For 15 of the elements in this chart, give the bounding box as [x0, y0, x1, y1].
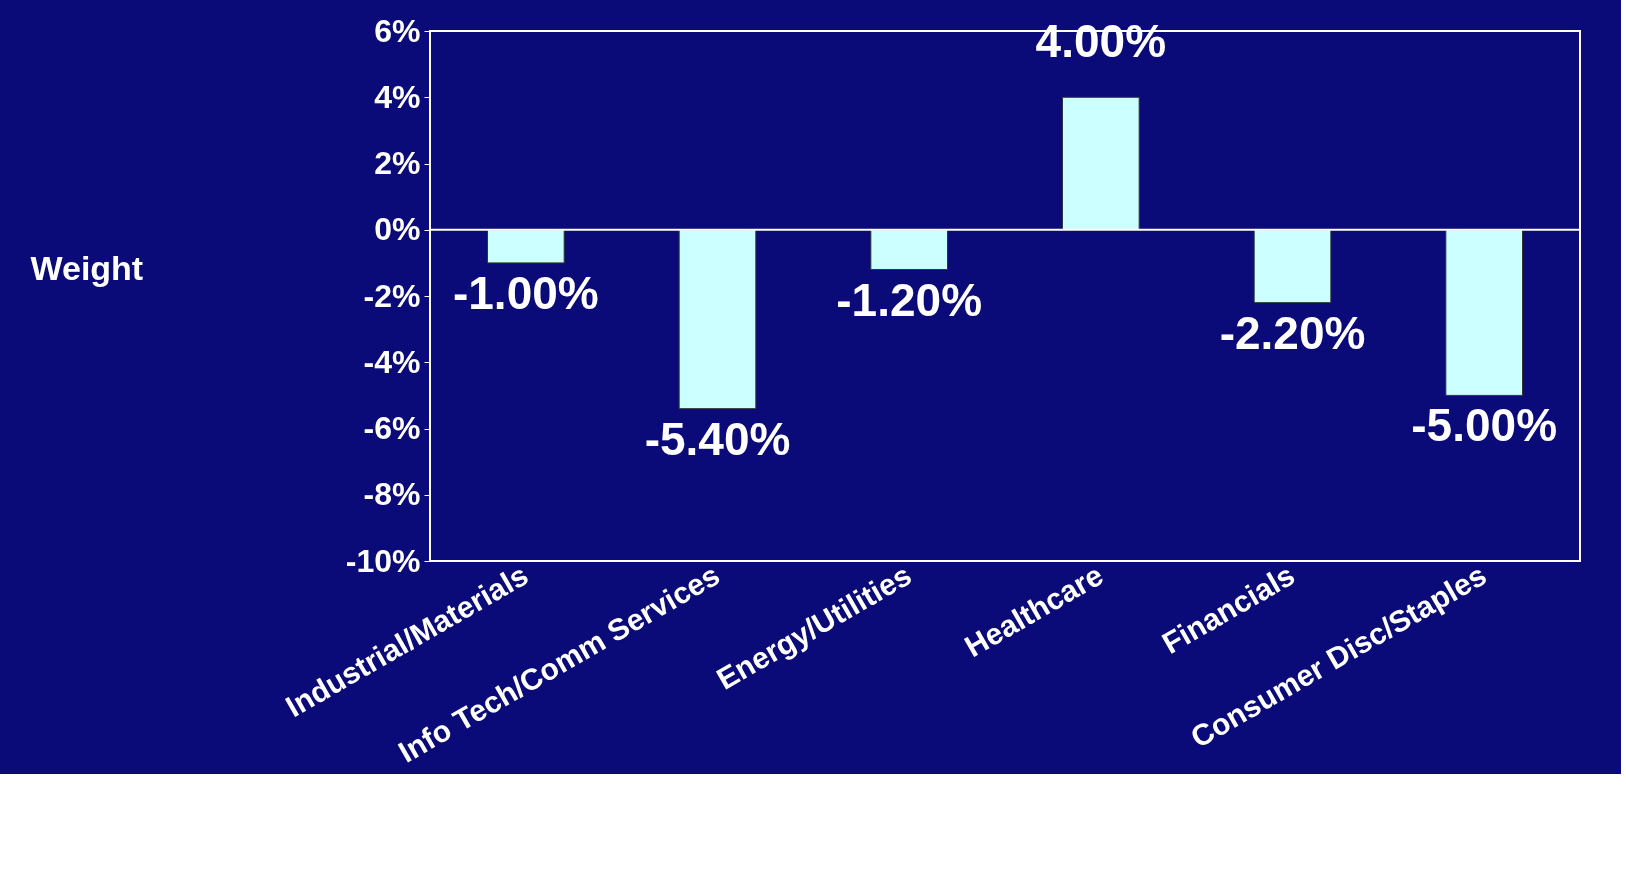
data-label: -2.20%: [1219, 306, 1366, 359]
y-tick-label: 2%: [374, 145, 421, 181]
y-tick-label: -2%: [363, 277, 421, 314]
data-label: -5.00%: [1411, 399, 1558, 452]
y-axis-title: Weight: [30, 248, 144, 287]
y-tick-label: 0%: [374, 211, 421, 248]
data-label: -1.00%: [452, 266, 599, 319]
data-label: -1.20%: [836, 273, 983, 326]
y-tick-label: -8%: [363, 476, 421, 513]
data-label: -5.40%: [644, 412, 791, 465]
y-tick-label: -4%: [363, 343, 421, 380]
y-tick-label: 4%: [374, 78, 421, 115]
y-tick-label: -6%: [363, 410, 421, 446]
y-tick-label: -10%: [345, 542, 421, 579]
y-tick-label: 6%: [374, 12, 421, 49]
